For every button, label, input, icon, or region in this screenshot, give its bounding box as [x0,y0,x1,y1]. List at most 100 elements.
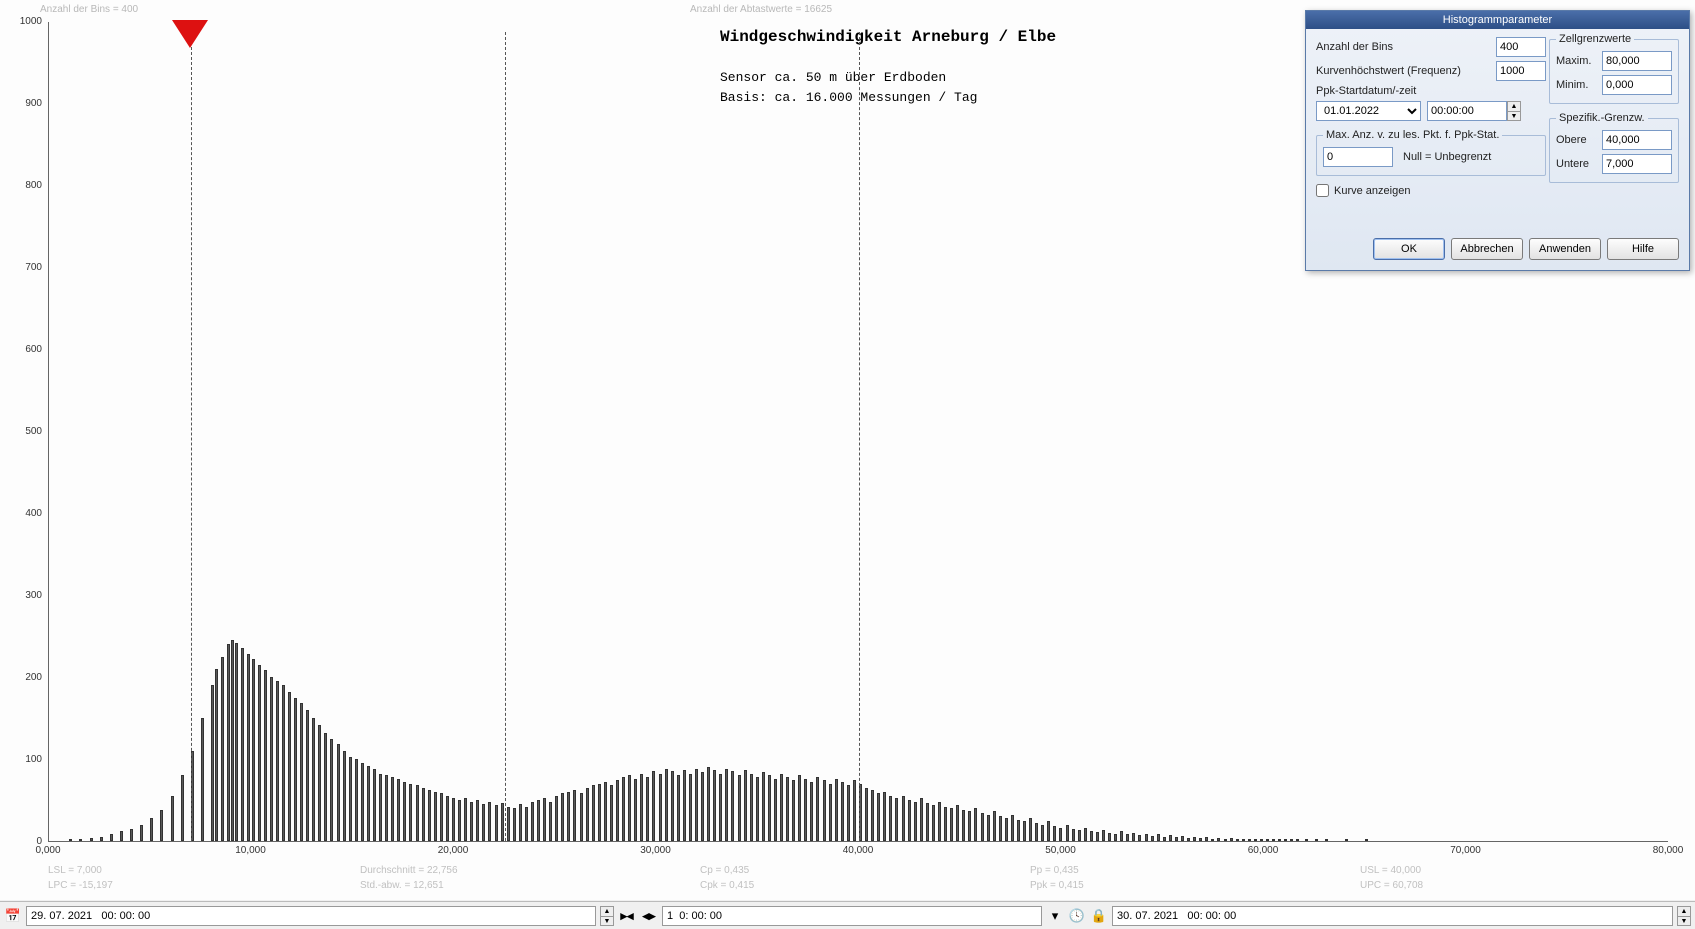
ppk-time-input[interactable] [1427,101,1507,121]
histogram-bar [1053,826,1056,841]
histogram-bar [1096,832,1099,841]
histogram-bar [294,698,297,842]
end-datetime-spinner[interactable]: ▲▼ [1677,906,1691,926]
histogram-bar [1023,821,1026,841]
spec-limits-fieldset: Spezifik.-Grenzw. Obere Untere [1549,112,1679,183]
histogram-bar [738,775,741,841]
histogram-bar [130,829,133,841]
stat-upc: UPC = 60,708 [1360,880,1423,891]
clock-icon[interactable]: 🕓 [1068,907,1086,925]
histogram-bar [695,769,698,841]
histogram-bar [1017,820,1020,841]
cancel-button[interactable]: Abbrechen [1451,238,1523,260]
stat-pp: Pp = 0,435 [1030,865,1079,876]
y-tick-label: 200 [2,672,42,683]
histogram-bar [999,816,1002,841]
histogram-bar [507,807,510,841]
histogram-bar [920,798,923,841]
histogram-bar [628,775,631,841]
bins-input[interactable] [1496,37,1546,57]
stat-avg: Durchschnitt = 22,756 [360,865,458,876]
lower-input[interactable] [1602,154,1672,174]
histogram-bar [215,669,218,841]
y-tick-label: 900 [2,98,42,109]
histogram-bar [640,774,643,841]
x-tick-label: 40,000 [843,845,874,856]
histogram-bar [355,759,358,841]
bins-info-label: Anzahl der Bins = 400 [40,4,138,15]
histogram-bar [201,718,204,841]
histogram-bar [847,785,850,841]
max-label: Maxim. [1556,55,1591,67]
ppk-date-select[interactable]: 01.01.2022 [1316,101,1421,121]
max-input[interactable] [1602,51,1672,71]
ok-button[interactable]: OK [1373,238,1445,260]
histogram-bar [373,769,376,841]
histogram-bar [276,681,279,841]
x-tick-label: 30,000 [640,845,671,856]
histogram-bar [1266,839,1269,841]
y-tick-label: 100 [2,754,42,765]
histogram-bar [235,643,238,841]
histogram-bar [993,811,996,841]
help-button[interactable]: Hilfe [1607,238,1679,260]
histogram-bar [1066,825,1069,841]
span-input[interactable] [662,906,1042,926]
start-datetime-spinner[interactable]: ▲▼ [600,906,614,926]
stat-ppk: Ppk = 0,415 [1030,880,1084,891]
marker-arrow-icon[interactable] [172,20,208,48]
maxpts-input[interactable] [1323,147,1393,167]
start-datetime-input[interactable] [26,906,596,926]
ppk-time-spinner[interactable]: ▲▼ [1507,101,1521,121]
histogram-bar [823,780,826,841]
histogram-bar [1059,828,1062,841]
histogram-bar [181,775,184,841]
histogram-bar [962,810,965,841]
apply-button[interactable]: Anwenden [1529,238,1601,260]
y-tick-label: 800 [2,180,42,191]
dialog-title: Histogrammparameter [1306,11,1689,29]
histogram-bar [519,804,522,841]
histogram-bar [79,839,82,841]
min-input[interactable] [1602,75,1672,95]
calendar-icon[interactable]: 📅 [4,907,22,925]
histogram-bar [416,785,419,841]
bottom-toolbar: 📅 ▲▼ ▸◂ ◂▸ ▾ 🕓 🔒 ▲▼ [0,901,1695,929]
x-tick-label: 50,000 [1045,845,1076,856]
histogram-bar [446,796,449,841]
histogram-bar [1242,839,1245,841]
min-label: Minim. [1556,79,1588,91]
histogram-bar [1365,839,1368,841]
histogram-bar [100,837,103,841]
histogram-bar [1120,831,1123,841]
histogram-bar [1325,839,1328,841]
histogram-bar [264,670,267,841]
maxfreq-input[interactable] [1496,61,1546,81]
histogram-bar [1011,815,1014,841]
histogram-bar [932,805,935,841]
histogram-bar [1305,839,1308,841]
lock-icon[interactable]: 🔒 [1090,907,1108,925]
histogram-bar [1181,836,1184,841]
stat-lsl: LSL = 7,000 [48,865,102,876]
collapse-icon[interactable]: ▸◂ [618,907,636,925]
end-datetime-input[interactable] [1112,906,1673,926]
histogram-bar [452,798,455,841]
spec-limit-line [191,32,192,841]
histogram-bar [701,772,704,841]
histogram-bar [397,779,400,841]
maxfreq-label: Kurvenhöchstwert (Frequenz) [1316,65,1461,77]
histogram-bar [488,802,491,841]
curve-checkbox[interactable] [1316,184,1329,197]
histogram-bar [895,798,898,841]
histogram-bar [1157,834,1160,841]
histogram-bar [440,793,443,841]
expand-icon[interactable]: ◂▸ [640,907,658,925]
span-dropdown-icon[interactable]: ▾ [1046,907,1064,925]
histogram-bar [567,792,570,841]
histogram-bar [227,644,230,841]
histogram-bar [902,796,905,841]
histogram-bar [258,665,261,841]
upper-input[interactable] [1602,130,1672,150]
histogram-bar [1230,838,1233,841]
